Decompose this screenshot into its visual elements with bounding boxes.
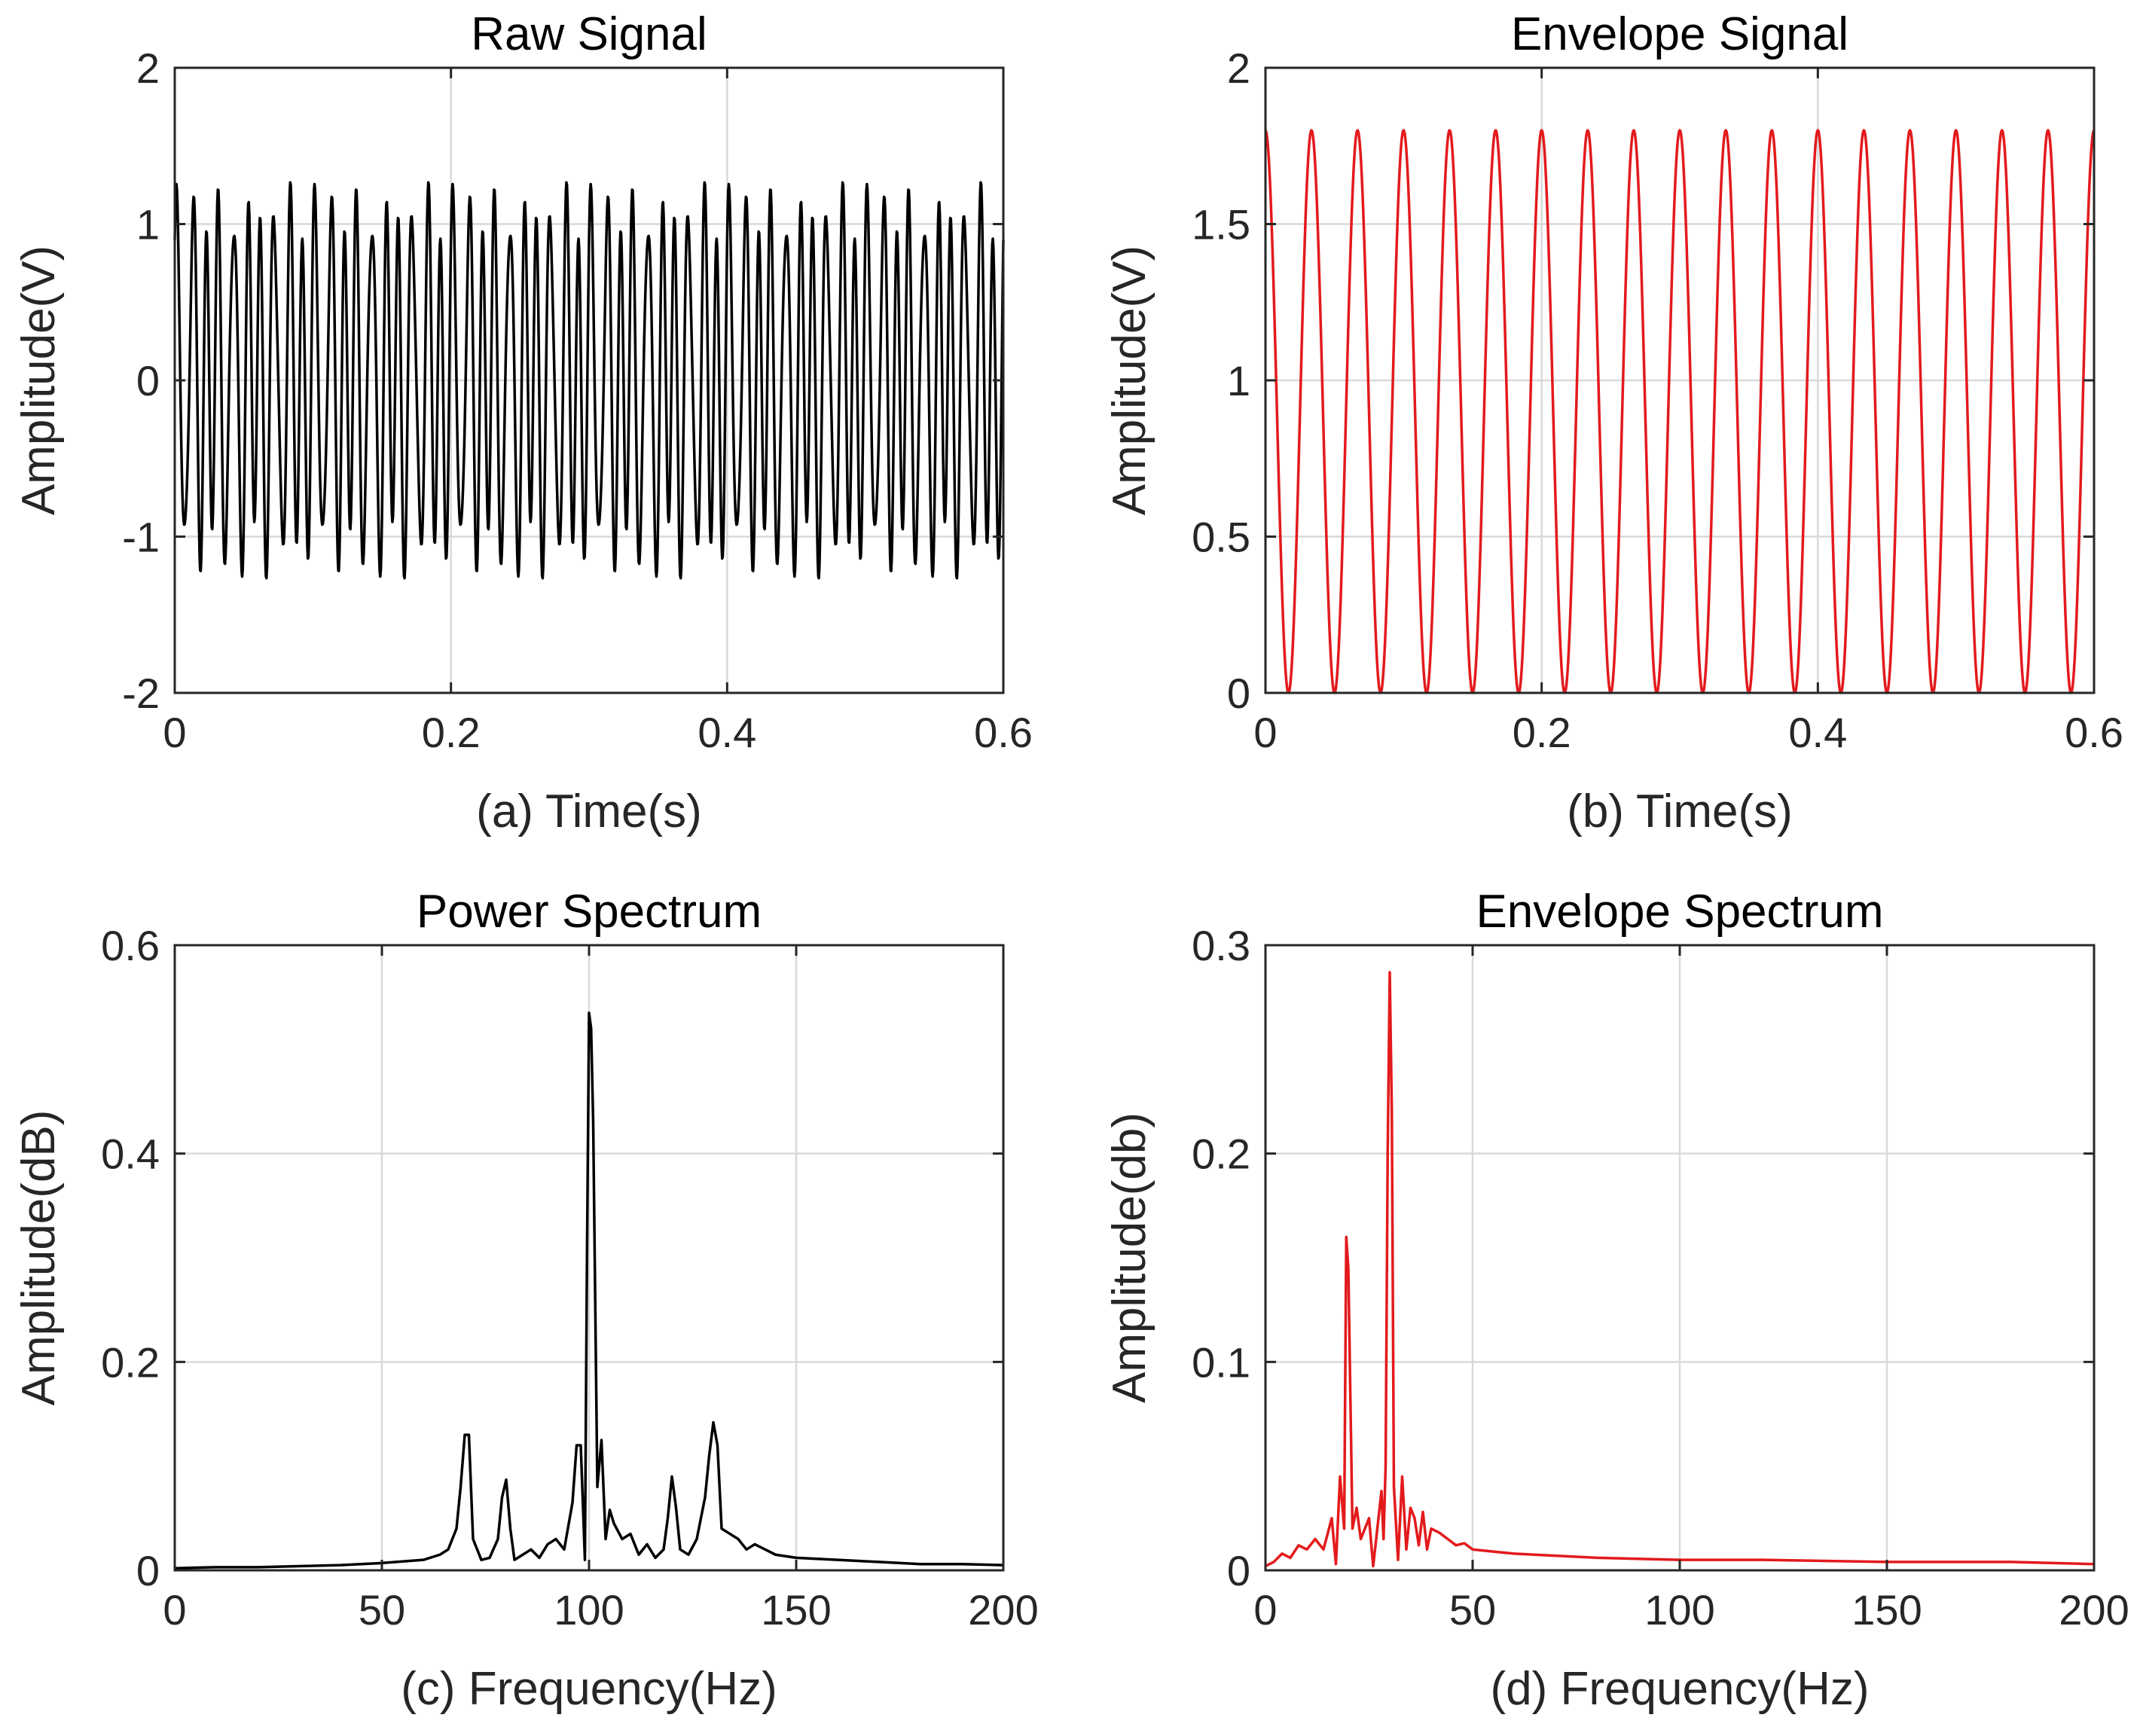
y-tick-label-b: 1 <box>1227 357 1250 404</box>
y-tick-label-a: -2 <box>122 670 160 717</box>
x-tick-label-c: 100 <box>554 1586 624 1634</box>
x-tick-label-b: 0 <box>1253 709 1277 756</box>
series-line-b-0 <box>1264 129 2096 694</box>
ticks-b: 0 0.2 0.4 0.6 0 0.5 1 1.5 2 <box>1192 44 2123 756</box>
chart-title-d: Envelope Spectrum <box>1476 886 1883 938</box>
x-tick-label-a: 0 <box>163 709 186 756</box>
series-c <box>174 1011 1004 1570</box>
x-axis-label-d: (d) Frequency(Hz) <box>1491 1663 1870 1715</box>
grid-d <box>1265 945 2094 1570</box>
axes-frame-a <box>173 66 1005 694</box>
series-line-d-0 <box>1265 971 2095 1568</box>
y-tick-label-a: -1 <box>122 514 160 561</box>
x-tick-label-d: 100 <box>1644 1586 1714 1634</box>
grid-b <box>1265 68 2094 693</box>
x-tick-label-d: 200 <box>2059 1586 2129 1634</box>
chart-title-c: Power Spectrum <box>417 886 762 938</box>
y-tick-label-d: 0.2 <box>1192 1130 1250 1178</box>
y-axis-label-a: Amplitude(V) <box>13 246 65 515</box>
x-tick-label-d: 0 <box>1253 1586 1277 1634</box>
chart-title-a: Raw Signal <box>471 8 707 60</box>
series-line-c-0 <box>174 1011 1004 1570</box>
x-tick-label-b: 0.4 <box>1788 709 1847 756</box>
x-axis-label-b: (b) Time(s) <box>1567 786 1793 837</box>
series-d <box>1265 971 2095 1568</box>
panel-b: 0 0.2 0.4 0.6 0 0.5 1 1.5 2 Envelope Signal (b) … <box>1104 8 2123 837</box>
y-tick-label-b: 0.5 <box>1192 514 1250 561</box>
x-axis-label-c: (c) Frequency(Hz) <box>401 1663 777 1715</box>
series-line-a-0 <box>173 181 1005 580</box>
y-tick-label-b: 0 <box>1227 670 1250 717</box>
x-tick-label-c: 150 <box>761 1586 831 1634</box>
x-tick-label-b: 0.6 <box>2065 709 2123 756</box>
panel-c: 0 50 100 150 200 0 0.2 0.4 0.6 Power Spectrum (c… <box>13 886 1039 1715</box>
y-tick-label-a: 1 <box>136 201 160 249</box>
y-tick-label-c: 0.2 <box>101 1338 160 1386</box>
axes-frame-c <box>173 944 1005 1572</box>
ticks-d: 0 50 100 150 200 0 0.1 0.2 0.3 <box>1192 922 2129 1634</box>
y-axis-label-b: Amplitude(V) <box>1104 246 1155 515</box>
panel-a: 0 0.2 0.4 0.6 -2 -1 0 1 2 Raw Signal (a) Time(s)… <box>13 8 1033 837</box>
axes-frame-b <box>1264 66 2096 694</box>
y-tick-label-a: 2 <box>136 44 160 92</box>
y-axis-label-c: Amplitude(dB) <box>13 1110 65 1406</box>
y-tick-label-c: 0 <box>136 1547 160 1594</box>
x-tick-label-b: 0.2 <box>1513 709 1571 756</box>
x-tick-label-d: 50 <box>1449 1586 1496 1634</box>
x-tick-label-a: 0.2 <box>422 709 481 756</box>
panel-d: 0 50 100 150 200 0 0.1 0.2 0.3 Envelope Spectrum… <box>1104 886 2129 1715</box>
ticks-c: 0 50 100 150 200 0 0.2 0.4 0.6 <box>101 922 1039 1634</box>
y-tick-label-a: 0 <box>136 357 160 404</box>
axes-frame-d <box>1264 944 2096 1572</box>
y-tick-label-b: 2 <box>1227 44 1250 92</box>
x-tick-label-a: 0.6 <box>974 709 1033 756</box>
x-axis-label-a: (a) Time(s) <box>476 786 702 837</box>
y-tick-label-c: 0.4 <box>101 1130 160 1178</box>
chart-title-b: Envelope Signal <box>1511 8 1848 60</box>
grid-c <box>175 945 1003 1570</box>
y-tick-label-d: 0.1 <box>1192 1338 1250 1386</box>
y-axis-label-d: Amplitude(db) <box>1104 1112 1155 1403</box>
y-tick-label-c: 0.6 <box>101 922 160 969</box>
x-tick-label-a: 0.4 <box>698 709 756 756</box>
x-tick-label-c: 50 <box>359 1586 405 1634</box>
x-tick-label-c: 0 <box>163 1586 186 1634</box>
y-tick-label-d: 0.3 <box>1192 922 1250 969</box>
series-b <box>1264 129 2096 694</box>
y-tick-label-d: 0 <box>1227 1547 1250 1594</box>
x-tick-label-d: 150 <box>1852 1586 1922 1634</box>
y-tick-label-b: 1.5 <box>1192 201 1250 249</box>
x-tick-label-c: 200 <box>968 1586 1038 1634</box>
series-a <box>173 181 1005 580</box>
